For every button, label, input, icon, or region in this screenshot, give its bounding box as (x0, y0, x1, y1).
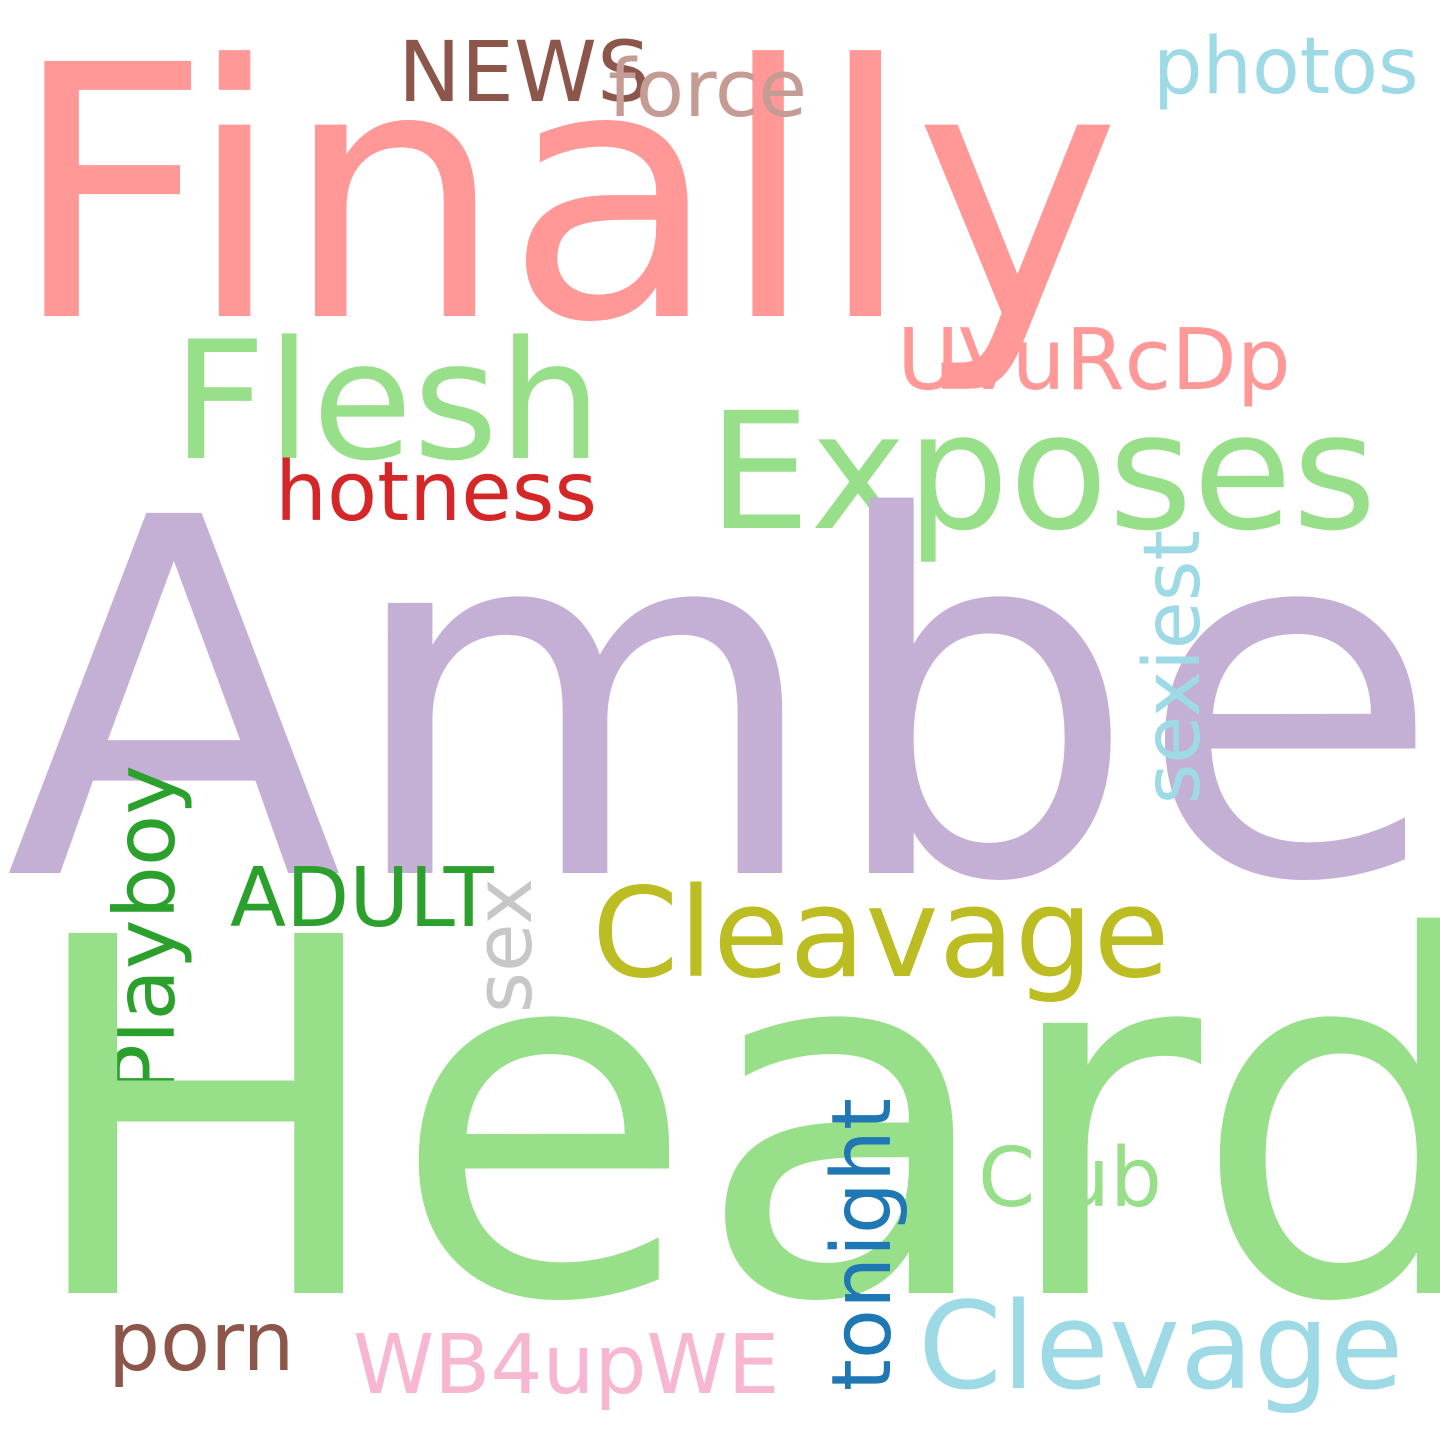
word-finally: Finally (10, 0, 1122, 399)
word-uvurcdp: UVuRcDp (897, 311, 1291, 410)
word-sexiest: sexiest (1128, 530, 1218, 805)
word-exposes: Exposes (708, 379, 1377, 567)
word-club: Club (978, 1131, 1163, 1226)
word-clevage: Clevage (918, 1278, 1404, 1417)
word-force: force (608, 43, 807, 135)
word-hotness: hotness (275, 445, 598, 540)
word-wb4upwe: WB4upWE (353, 1318, 780, 1413)
word-photos: photos (1153, 22, 1419, 112)
word-porn: porn (108, 1295, 295, 1390)
word-news: NEWS (398, 23, 651, 121)
word-adult: ADULT (230, 851, 494, 946)
word-cleavage: Cleavage (592, 862, 1170, 1006)
word-tonight: tonight (815, 1098, 910, 1392)
word-heard: Heard (20, 834, 1440, 1410)
word-amber: Amber (5, 414, 1440, 990)
word-flesh: Flesh (172, 306, 603, 497)
